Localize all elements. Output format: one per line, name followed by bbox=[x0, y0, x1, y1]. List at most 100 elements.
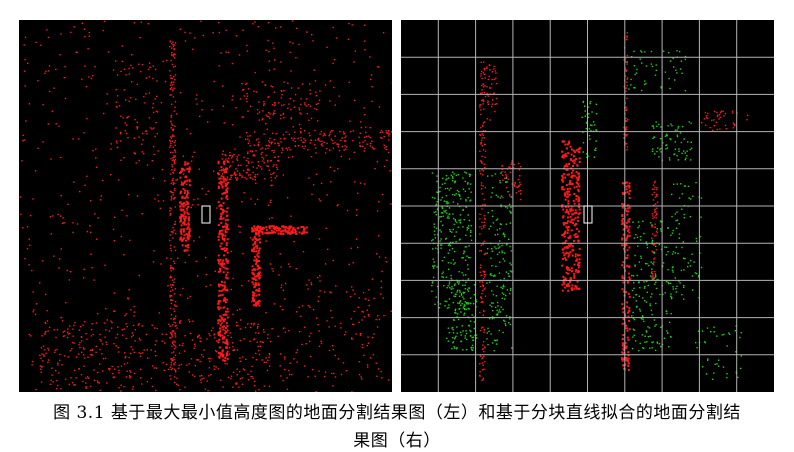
nonground-point bbox=[102, 358, 105, 360]
ground-fit-point bbox=[684, 90, 687, 92]
nonground-point bbox=[564, 192, 567, 195]
nonground-point bbox=[277, 229, 280, 232]
nonground-point bbox=[220, 52, 222, 54]
nonground-point bbox=[258, 226, 261, 229]
nonground-point bbox=[365, 135, 368, 138]
nonground-point bbox=[293, 228, 296, 231]
ground-fit-point bbox=[446, 212, 448, 214]
nonground-point bbox=[222, 318, 225, 321]
nonground-point bbox=[73, 26, 75, 28]
nonground-point bbox=[351, 286, 353, 288]
nonground-point bbox=[568, 162, 571, 165]
ground-fit-point bbox=[653, 319, 656, 321]
nonground-point bbox=[258, 247, 261, 250]
nonground-point bbox=[139, 355, 141, 358]
nonground-point bbox=[483, 351, 485, 353]
nonground-point bbox=[44, 349, 46, 351]
ground-fit-point bbox=[704, 341, 707, 344]
nonground-point bbox=[63, 330, 66, 332]
ground-fit-point bbox=[472, 302, 475, 305]
nonground-point bbox=[243, 369, 246, 371]
nonground-point bbox=[377, 66, 380, 68]
ground-fit-point bbox=[497, 247, 500, 249]
nonground-point bbox=[67, 203, 69, 206]
ground-fit-point bbox=[680, 183, 682, 185]
nonground-point bbox=[622, 281, 625, 284]
nonground-point bbox=[565, 251, 568, 254]
ground-fit-point bbox=[500, 204, 502, 206]
nonground-point bbox=[623, 126, 625, 129]
nonground-point bbox=[626, 234, 629, 237]
nonground-point bbox=[22, 134, 24, 136]
nonground-point bbox=[219, 333, 222, 336]
nonground-point bbox=[85, 382, 87, 384]
ground-fit-point bbox=[462, 177, 464, 179]
nonground-point bbox=[251, 227, 254, 230]
nonground-point bbox=[222, 313, 225, 316]
nonground-point bbox=[120, 365, 123, 367]
nonground-point bbox=[241, 82, 243, 85]
nonground-point bbox=[622, 290, 625, 293]
nonground-point bbox=[287, 107, 289, 109]
ground-fit-point bbox=[462, 307, 464, 309]
nonground-point bbox=[482, 99, 484, 101]
nonground-point bbox=[505, 187, 508, 189]
ground-fit-point bbox=[445, 237, 447, 240]
nonground-point bbox=[286, 197, 289, 199]
ground-fit-point bbox=[439, 186, 441, 189]
nonground-point bbox=[40, 44, 42, 46]
nonground-point bbox=[210, 374, 212, 376]
right-nonground-points bbox=[479, 32, 749, 381]
nonground-point bbox=[263, 101, 265, 103]
nonground-point bbox=[257, 138, 259, 140]
ground-fit-point bbox=[676, 72, 678, 74]
nonground-point bbox=[130, 309, 132, 311]
nonground-point bbox=[225, 341, 228, 344]
nonground-point bbox=[230, 377, 232, 380]
nonground-point bbox=[172, 151, 174, 154]
nonground-point bbox=[103, 112, 105, 115]
nonground-point bbox=[170, 275, 172, 278]
nonground-point bbox=[570, 287, 573, 290]
nonground-point bbox=[234, 174, 237, 177]
ground-fit-point bbox=[589, 138, 591, 140]
nonground-point bbox=[651, 270, 653, 273]
nonground-point bbox=[225, 188, 228, 191]
nonground-point bbox=[179, 92, 182, 94]
ground-fit-point bbox=[456, 313, 459, 315]
nonground-point bbox=[353, 61, 355, 63]
nonground-point bbox=[169, 210, 171, 212]
nonground-point bbox=[219, 335, 222, 337]
ground-fit-point bbox=[508, 322, 510, 324]
nonground-point bbox=[294, 93, 297, 96]
nonground-point bbox=[652, 273, 654, 275]
nonground-point bbox=[252, 297, 254, 299]
nonground-point bbox=[250, 198, 252, 200]
nonground-point bbox=[172, 177, 174, 180]
nonground-point bbox=[33, 309, 35, 311]
nonground-point bbox=[622, 311, 625, 314]
nonground-point bbox=[280, 114, 282, 116]
ground-fit-point bbox=[451, 231, 453, 233]
nonground-point bbox=[232, 371, 235, 373]
nonground-point bbox=[219, 354, 222, 357]
nonground-point bbox=[173, 49, 175, 51]
nonground-point bbox=[257, 284, 260, 287]
nonground-point bbox=[705, 117, 707, 119]
nonground-point bbox=[285, 226, 287, 229]
ground-fit-point bbox=[448, 304, 450, 306]
nonground-point bbox=[283, 356, 286, 358]
ground-fit-point bbox=[500, 306, 502, 308]
ground-fit-point bbox=[452, 193, 454, 196]
nonground-point bbox=[181, 239, 184, 242]
nonground-point bbox=[223, 287, 226, 290]
ground-fit-point bbox=[509, 245, 511, 248]
nonground-point bbox=[656, 188, 658, 191]
ground-fit-point bbox=[471, 344, 474, 347]
nonground-point bbox=[332, 147, 335, 149]
nonground-point bbox=[217, 352, 220, 354]
ground-fit-point bbox=[469, 235, 472, 237]
nonground-point bbox=[567, 284, 570, 287]
nonground-point bbox=[148, 76, 151, 78]
ground-fit-point bbox=[509, 318, 511, 320]
